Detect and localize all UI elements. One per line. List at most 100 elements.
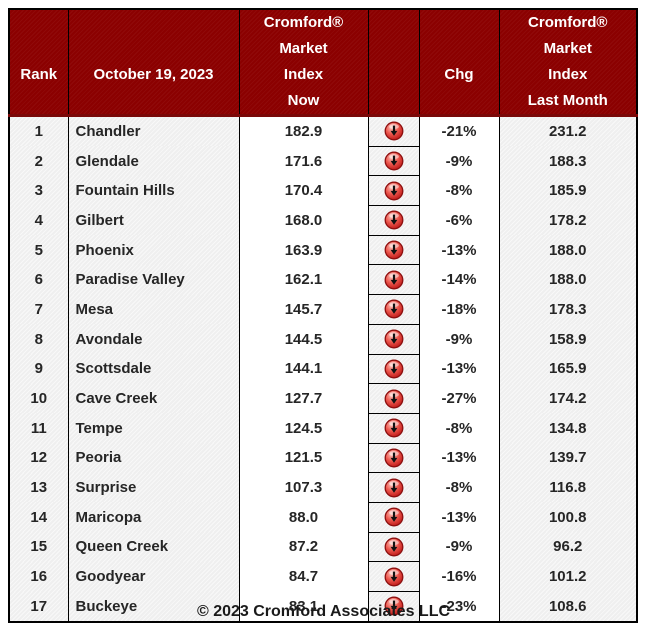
index-last-month-cell: 96.2 [498,532,638,562]
city-cell: Queen Creek [67,532,240,562]
city-cell: Mesa [67,294,240,325]
index-last-month-cell: 108.6 [498,591,638,622]
trend-cell [367,115,420,147]
down-arrow-icon [384,151,404,171]
index-last-month-cell: 165.9 [498,354,638,384]
rank-cell: 2 [8,146,69,176]
index-last-month-cell: 101.2 [498,561,638,592]
rank-cell: 14 [8,502,69,533]
city-cell: Scottsdale [67,354,240,384]
index-last-month-cell: 116.8 [498,472,638,503]
chg-cell: -16% [418,561,500,592]
index-now-cell: 163.9 [238,235,369,265]
table-row: 4 Gilbert 168.0 -6% 178.2 [8,205,638,236]
city-cell: Paradise Valley [67,264,240,295]
index-now-cell: 88.0 [238,502,369,533]
rank-cell: 3 [8,175,69,206]
rank-cell: 4 [8,205,69,236]
index-now-cell: 84.7 [238,561,369,592]
index-now-cell: 182.9 [238,115,369,147]
rank-cell: 6 [8,264,69,295]
rank-cell: 1 [8,115,69,147]
trend-cell [367,561,420,592]
city-cell: Phoenix [67,235,240,265]
chg-cell: -8% [418,472,500,503]
chg-cell: -8% [418,175,500,206]
table-row: 15 Queen Creek 87.2 -9% 96.2 [8,531,638,563]
city-cell: Chandler [67,115,240,147]
rank-cell: 15 [8,532,69,562]
city-cell: Avondale [67,324,240,354]
down-arrow-icon [384,507,404,527]
city-cell: Goodyear [67,561,240,592]
index-now-cell: 144.1 [238,354,369,384]
city-cell: Peoria [67,443,240,473]
index-last-month-cell: 174.2 [498,383,638,414]
trend-cell [367,234,420,266]
chg-cell: -27% [418,383,500,414]
index-now-cell: 121.5 [238,443,369,473]
trend-cell [367,412,420,444]
city-cell: Tempe [67,413,240,444]
chg-cell: -21% [418,115,500,147]
table-row: 17 Buckeye 83.1 -23% 108.6 [8,590,638,623]
rank-cell: 10 [8,383,69,414]
city-cell: Gilbert [67,205,240,236]
chg-cell: -14% [418,264,500,295]
header-rank: Rank [8,9,69,117]
rank-cell: 16 [8,561,69,592]
table-row: 16 Goodyear 84.7 -16% 101.2 [8,561,638,592]
index-now-cell: 87.2 [238,532,369,562]
chg-cell: -8% [418,413,500,444]
index-last-month-cell: 178.3 [498,294,638,325]
rank-cell: 11 [8,413,69,444]
down-arrow-icon [384,389,404,409]
trend-cell [367,531,420,563]
index-now-cell: 171.6 [238,146,369,176]
down-arrow-icon [384,359,404,379]
index-now-cell: 127.7 [238,383,369,414]
table-row: 1 Chandler 182.9 -21% 231.2 [8,115,638,147]
down-arrow-icon [384,240,404,260]
table-row: 10 Cave Creek 127.7 -27% 174.2 [8,383,638,414]
trend-cell [367,145,420,177]
down-arrow-icon [384,299,404,319]
table-header: Rank October 19, 2023 Cromford® Market I… [8,9,638,117]
chg-cell: -13% [418,235,500,265]
copyright-text: © 2023 Cromford Associates LLC [196,603,451,620]
index-now-cell: 107.3 [238,472,369,503]
city-cell: Glendale [67,146,240,176]
index-last-month-cell: 139.7 [498,443,638,473]
chg-cell: -9% [418,532,500,562]
index-now-cell: 162.1 [238,264,369,295]
chg-cell: -9% [418,324,500,354]
city-cell: Surprise [67,472,240,503]
chg-cell: -13% [418,354,500,384]
down-arrow-icon [384,329,404,349]
table-row: 8 Avondale 144.5 -9% 158.9 [8,323,638,355]
index-now-cell: 170.4 [238,175,369,206]
table-row: 2 Glendale 171.6 -9% 188.3 [8,145,638,177]
down-arrow-icon [384,596,404,616]
rank-cell: 17 [8,591,69,622]
city-cell: Fountain Hills [67,175,240,206]
trend-cell [367,205,420,236]
header-index-now: Cromford® Market Index Now [238,9,369,117]
city-cell: Cave Creek [67,383,240,414]
index-last-month-cell: 178.2 [498,205,638,236]
rank-cell: 13 [8,472,69,503]
trend-cell [367,590,420,623]
index-now-cell: 144.5 [238,324,369,354]
market-index-table: Rank October 19, 2023 Cromford® Market I… [8,8,638,623]
trend-cell [367,472,420,503]
trend-cell [367,294,420,325]
table-row: 3 Fountain Hills 170.4 -8% 185.9 [8,175,638,207]
index-now-cell: 145.7 [238,294,369,325]
city-cell: Maricopa [67,502,240,533]
trend-cell [367,442,420,474]
trend-cell [367,501,420,533]
index-last-month-cell: 185.9 [498,175,638,206]
index-last-month-cell: 100.8 [498,502,638,533]
trend-cell [367,175,420,207]
